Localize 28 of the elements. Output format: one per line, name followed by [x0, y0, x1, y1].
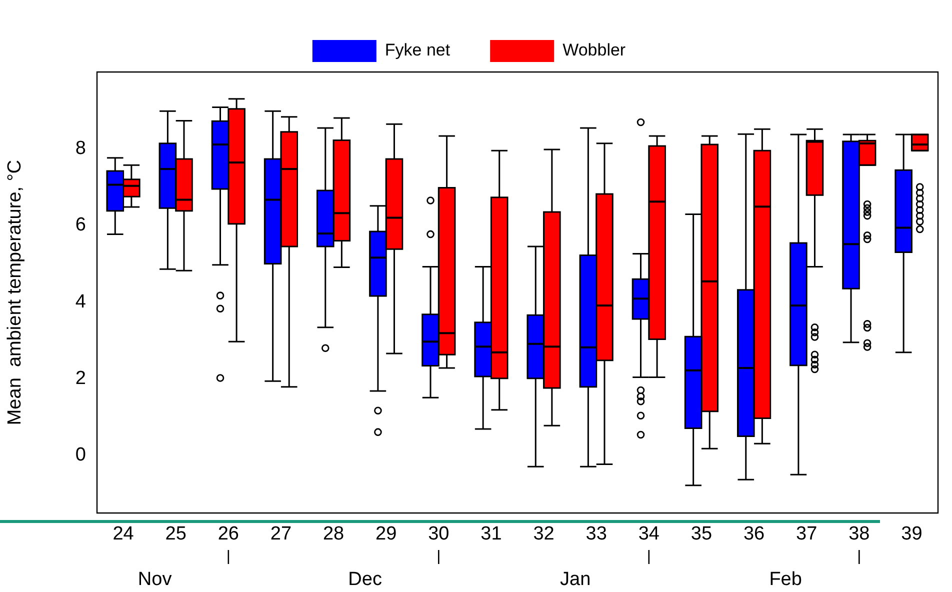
x-tick-label: 31	[480, 524, 502, 545]
text: Feb	[769, 569, 802, 590]
x-tick-label: 30	[428, 524, 450, 545]
x-tick-label: 34	[638, 524, 660, 545]
x-tick-label: 24	[112, 524, 134, 545]
y-tick-label: 2	[75, 368, 86, 390]
x-tick-label: 37	[796, 524, 818, 545]
x-tick-label: 36	[743, 524, 765, 545]
x-tick-label: 35	[690, 524, 712, 545]
y-axis-title: Mean ambient temperature, °C	[4, 160, 26, 426]
y-tick-label: 0	[75, 444, 86, 466]
text: Jan	[560, 569, 591, 590]
x-tick-label: 29	[376, 524, 397, 545]
x-tick-label: 25	[165, 524, 186, 545]
y-tick-label: 6	[75, 214, 86, 236]
x-tick-label: 39	[901, 524, 922, 545]
x-tick-label: 38	[848, 524, 870, 545]
x-tick-label: 26	[218, 524, 239, 545]
text: Nov	[138, 569, 172, 590]
legend-label: Wobbler	[562, 40, 626, 60]
text: Dec	[348, 569, 382, 590]
x-tick-label: 28	[322, 524, 344, 545]
legend-label: Fyke net	[384, 40, 450, 60]
x-tick-label: 33	[586, 524, 607, 545]
y-tick-label: 4	[75, 291, 86, 312]
x-tick-label: 27	[270, 524, 292, 545]
y-tick-label: 8	[75, 138, 86, 159]
x-tick-label: 32	[533, 524, 554, 545]
